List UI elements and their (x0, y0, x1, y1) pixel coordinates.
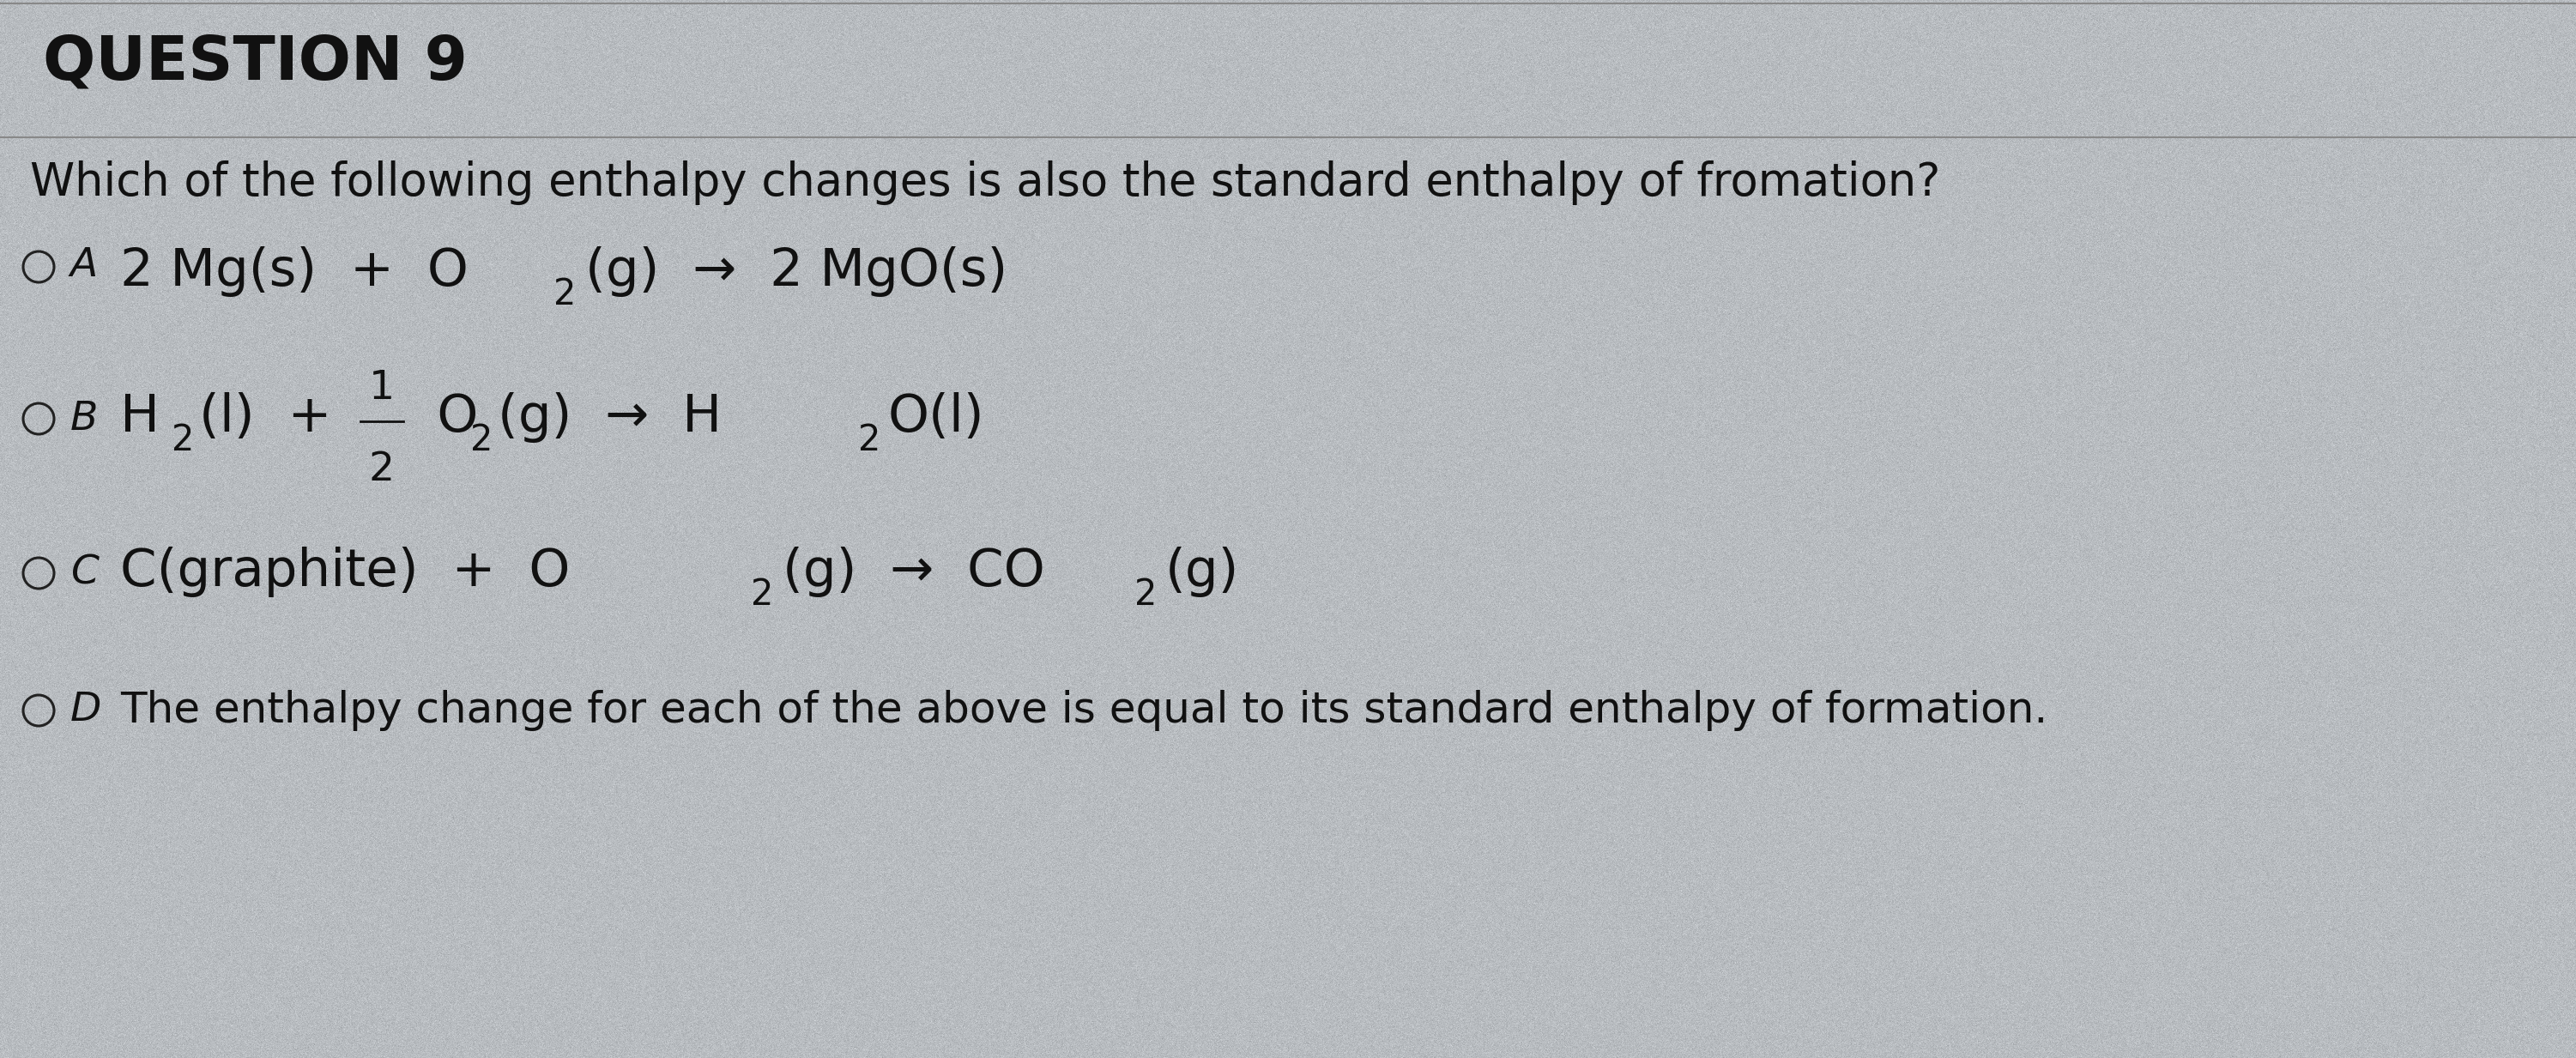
Text: H: H (121, 393, 160, 442)
Text: The enthalpy change for each of the above is equal to its standard enthalpy of f: The enthalpy change for each of the abov… (121, 690, 2048, 731)
Text: 2: 2 (554, 276, 577, 312)
Text: (g)  →  2 MgO(s): (g) → 2 MgO(s) (585, 247, 1007, 297)
Text: A: A (70, 245, 98, 285)
Text: QUESTION 9: QUESTION 9 (44, 33, 469, 92)
Text: 2: 2 (1133, 577, 1157, 613)
Text: (g)  →  H: (g) → H (497, 393, 721, 442)
Text: C(graphite)  +  O: C(graphite) + O (121, 547, 569, 597)
Text: B: B (70, 400, 98, 438)
Text: 2: 2 (858, 422, 881, 458)
Text: 2: 2 (471, 422, 492, 458)
Text: D: D (70, 691, 100, 730)
Text: 1: 1 (368, 369, 394, 407)
Text: (l)  +: (l) + (198, 393, 366, 442)
Text: (g): (g) (1164, 547, 1239, 597)
Text: O: O (420, 393, 479, 442)
Text: 2: 2 (368, 451, 394, 489)
Text: O(l): O(l) (889, 393, 984, 442)
Text: 2 Mg(s)  +  O: 2 Mg(s) + O (121, 247, 469, 297)
Text: 2: 2 (750, 577, 773, 613)
Text: Which of the following enthalpy changes is also the standard enthalpy of fromati: Which of the following enthalpy changes … (31, 161, 1940, 205)
Text: C: C (70, 554, 98, 592)
Text: 2: 2 (173, 422, 193, 458)
Text: (g)  →  CO: (g) → CO (783, 547, 1046, 597)
